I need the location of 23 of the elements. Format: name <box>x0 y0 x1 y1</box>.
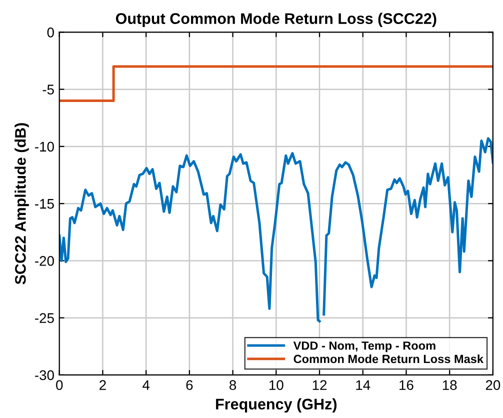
x-tick-label: 14 <box>356 380 370 390</box>
x-tick-label: 8 <box>230 380 236 390</box>
y-tick-label: -30 <box>35 370 54 380</box>
chart-title: Output Common Mode Return Loss (SCC22) <box>116 12 436 28</box>
x-tick-label: 18 <box>442 380 457 390</box>
x-tick-label: 2 <box>100 380 106 390</box>
x-tick-label: 4 <box>142 380 150 390</box>
y-tick-label: -10 <box>35 142 54 152</box>
x-tick-label: 6 <box>186 380 193 390</box>
x-tick-label: 10 <box>269 380 284 390</box>
legend-label: VDD - Nom, Temp - Room <box>293 342 436 352</box>
y-tick-label: -20 <box>35 256 54 266</box>
legend-label: Common Mode Return Loss Mask <box>294 354 484 364</box>
x-tick-label: 12 <box>312 380 327 390</box>
x-axis-title: Frequency (GHz) <box>216 398 337 413</box>
y-tick-label: -25 <box>35 313 54 323</box>
x-tick-label: 0 <box>56 380 63 390</box>
y-axis-title: SCC22 Amplitude (dB) <box>14 123 29 284</box>
y-tick-label: 0 <box>47 28 54 38</box>
y-tick-label: -15 <box>35 199 54 209</box>
x-tick-label: 16 <box>400 380 414 390</box>
x-tick-label: 20 <box>486 380 500 390</box>
y-tick-label: -5 <box>42 84 54 94</box>
